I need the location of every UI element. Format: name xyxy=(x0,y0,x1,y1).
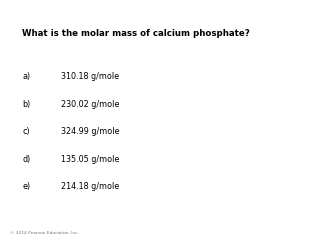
Text: c): c) xyxy=(22,127,30,136)
Text: 135.05 g/mole: 135.05 g/mole xyxy=(61,155,119,164)
Text: b): b) xyxy=(22,100,31,109)
Text: e): e) xyxy=(22,182,30,192)
Text: 310.18 g/mole: 310.18 g/mole xyxy=(61,72,119,81)
Text: © 2014 Pearson Education, Inc.: © 2014 Pearson Education, Inc. xyxy=(10,231,79,235)
Text: 324.99 g/mole: 324.99 g/mole xyxy=(61,127,119,136)
Text: 230.02 g/mole: 230.02 g/mole xyxy=(61,100,119,109)
Text: a): a) xyxy=(22,72,30,81)
Text: What is the molar mass of calcium phosphate?: What is the molar mass of calcium phosph… xyxy=(22,29,250,38)
Text: d): d) xyxy=(22,155,31,164)
Text: 214.18 g/mole: 214.18 g/mole xyxy=(61,182,119,192)
